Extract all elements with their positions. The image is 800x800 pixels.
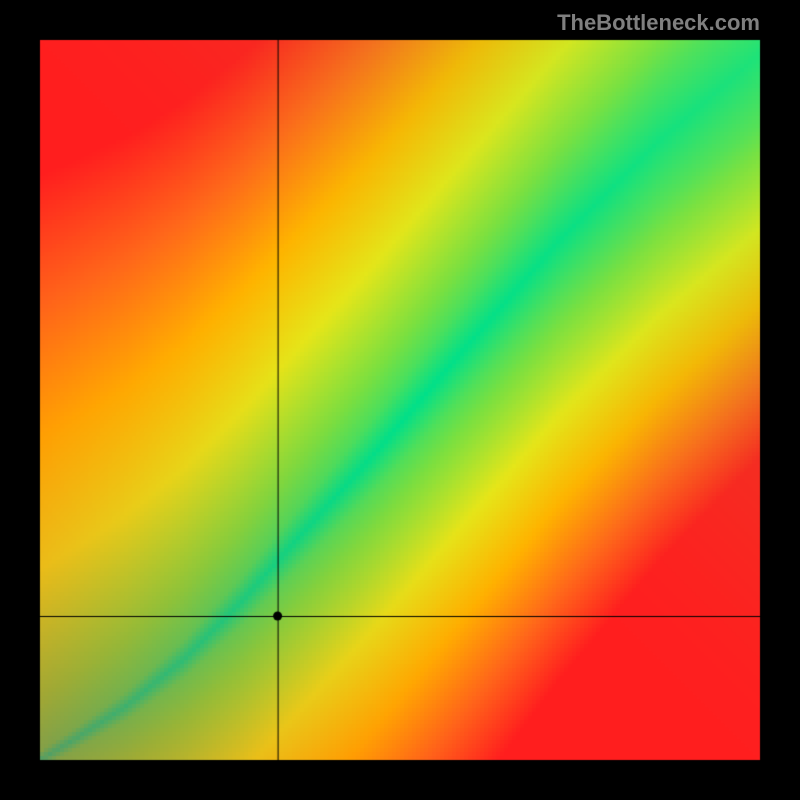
chart-container: TheBottleneck.com (0, 0, 800, 800)
watermark-text: TheBottleneck.com (557, 10, 760, 36)
bottleneck-heatmap (0, 0, 800, 800)
